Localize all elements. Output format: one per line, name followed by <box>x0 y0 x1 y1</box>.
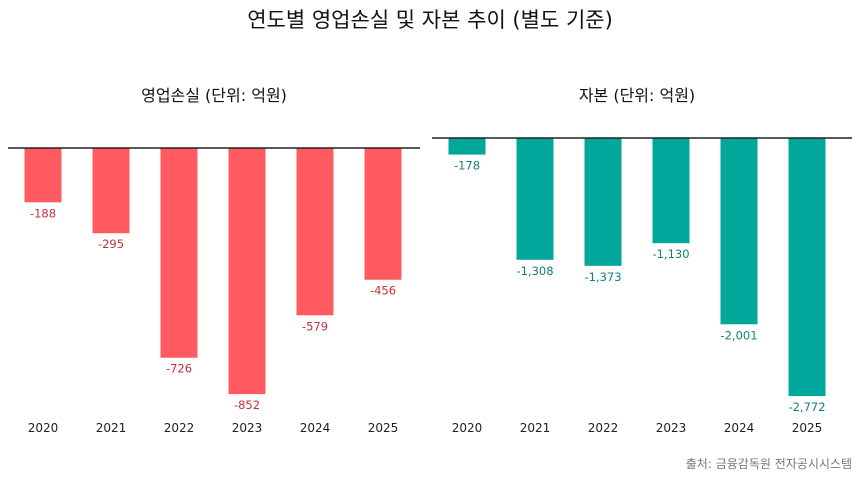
capital-data-label-2022: -1,373 <box>584 270 621 284</box>
capital-data-label-2020: -178 <box>454 159 480 173</box>
capital-bar-2025 <box>788 138 826 397</box>
operating-loss-panel: 영업손실 (단위: 억원) -188 2020 -295 2021 -726 2022 -8… <box>8 86 420 435</box>
loss-bar-2021 <box>92 148 130 234</box>
capital-x-tick-2025: 2025 <box>792 421 823 435</box>
capital-bar-2022 <box>584 138 622 266</box>
capital-panel-title: 자본 (단위: 억원) <box>579 86 695 105</box>
loss-bar-2024 <box>296 148 334 316</box>
capital-bar-2024 <box>720 138 758 325</box>
capital-panel: 자본 (단위: 억원) -178 2020 -1,308 2021 -1,373 2022… <box>432 86 852 435</box>
loss-data-label-2025: -456 <box>370 284 396 298</box>
loss-data-label-2021: -295 <box>98 237 124 251</box>
loss-data-label-2024: -579 <box>302 319 328 333</box>
loss-data-label-2020: -188 <box>30 206 56 220</box>
loss-data-label-2022: -726 <box>166 362 192 376</box>
capital-data-label-2023: -1,130 <box>652 247 689 261</box>
capital-x-tick-2021: 2021 <box>520 421 551 435</box>
loss-x-tick-2022: 2022 <box>164 421 195 435</box>
capital-bar-2020 <box>448 138 486 155</box>
loss-x-tick-2023: 2023 <box>232 421 263 435</box>
loss-x-tick-2021: 2021 <box>96 421 127 435</box>
capital-data-label-2021: -1,308 <box>516 264 553 278</box>
loss-x-tick-2020: 2020 <box>28 421 59 435</box>
source-note: 출처: 금융감독원 전자공시시스템 <box>686 457 852 471</box>
capital-x-tick-2022: 2022 <box>588 421 619 435</box>
loss-bar-2022 <box>160 148 198 358</box>
capital-bar-2023 <box>652 138 690 244</box>
operating-loss-panel-title: 영업손실 (단위: 억원) <box>141 86 287 105</box>
loss-bar-2025 <box>364 148 402 280</box>
capital-data-label-2025: -2,772 <box>788 400 825 414</box>
loss-data-label-2023: -852 <box>234 398 260 412</box>
loss-bar-2020 <box>24 148 62 203</box>
capital-data-label-2024: -2,001 <box>720 328 757 342</box>
capital-x-tick-2024: 2024 <box>724 421 755 435</box>
chart-title: 연도별 영업손실 및 자본 추이 (별도 기준) <box>247 8 613 32</box>
capital-x-tick-2023: 2023 <box>656 421 687 435</box>
capital-bar-2021 <box>516 138 554 260</box>
capital-x-tick-2020: 2020 <box>452 421 483 435</box>
loss-x-tick-2024: 2024 <box>300 421 331 435</box>
loss-bar-2023 <box>228 148 266 395</box>
loss-x-tick-2025: 2025 <box>368 421 399 435</box>
